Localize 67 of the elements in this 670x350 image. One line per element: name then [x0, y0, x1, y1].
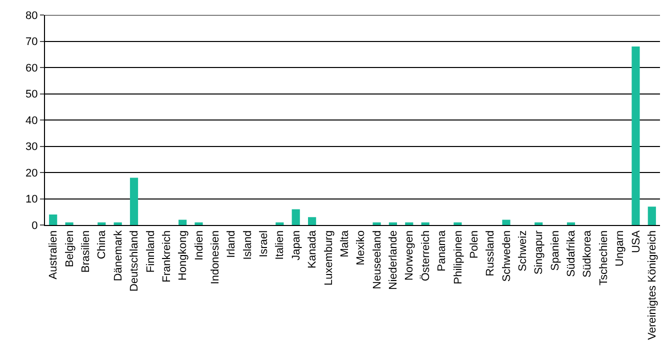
x-tick-label: Tschechien — [598, 230, 610, 286]
x-tick-label: Österreich — [418, 230, 432, 282]
x-tick-label: Panama — [436, 230, 448, 272]
x-tick-label: Schweiz — [517, 230, 530, 272]
x-tick-label: Vereinigtes Königreich — [646, 230, 658, 340]
bar — [276, 222, 284, 225]
x-tick-label: Südafrika — [566, 230, 578, 277]
x-tick-label: Niederlande — [388, 230, 400, 290]
bar — [114, 222, 122, 225]
bar — [566, 222, 576, 225]
x-tick-label: Israel — [258, 230, 270, 258]
x-tick-label: Neuseeland — [371, 230, 384, 290]
x-tick-label: Japan — [290, 230, 302, 260]
x-tick-label: Deutschland — [128, 230, 141, 292]
x-tick-label: Mexiko — [355, 230, 368, 266]
bar — [65, 222, 74, 225]
bar — [648, 206, 656, 225]
y-tick-label: 60 — [26, 62, 38, 74]
x-tick-label: Dänemark — [112, 230, 124, 282]
y-tick-label: 10 — [26, 194, 38, 206]
bar — [405, 222, 414, 225]
x-tick-label: Australien — [48, 230, 60, 280]
bar — [194, 222, 203, 225]
bar — [98, 222, 106, 225]
bar — [502, 220, 510, 225]
bar — [421, 222, 430, 225]
bar — [388, 222, 398, 225]
x-tick-label: USA — [630, 230, 642, 254]
x-tick-label: Brasilien — [80, 230, 92, 273]
x-tick-label: Irland — [226, 230, 238, 258]
x-tick-label: Italien — [274, 230, 286, 260]
y-tick-label: 50 — [26, 88, 38, 101]
x-tick-label: Frankreich — [160, 230, 173, 282]
x-tick-label: Indonesien — [210, 230, 222, 284]
x-tick-label: Malta — [338, 230, 351, 258]
x-tick-label: Polen — [468, 230, 480, 259]
bar — [632, 46, 640, 225]
bar — [292, 209, 300, 225]
x-tick-label: Spanien — [549, 230, 562, 271]
bar — [49, 214, 58, 225]
y-tick-label: 70 — [26, 36, 38, 48]
x-tick-label: Norwegen — [404, 230, 416, 281]
bar — [372, 222, 381, 225]
x-tick-label: Schweden — [500, 230, 513, 282]
x-tick-label: Kanada — [306, 230, 319, 268]
x-tick-label: Island — [242, 230, 254, 260]
x-tick-label: Hongkong — [177, 230, 190, 281]
y-tick-label: 20 — [26, 167, 38, 180]
x-tick-label: Ungarn — [614, 230, 626, 266]
x-tick-label: Philippinen — [452, 230, 464, 284]
x-tick-label: Luxemburg — [322, 230, 335, 286]
x-tick-label: Südkorea — [582, 230, 594, 278]
y-tick-label: 0 — [32, 220, 38, 232]
x-tick-label: Russland — [484, 230, 497, 276]
bar — [534, 222, 543, 225]
y-tick-label: 30 — [26, 141, 38, 154]
bar — [178, 220, 187, 225]
bar — [130, 178, 138, 225]
x-tick-label: China — [96, 230, 108, 260]
x-tick-label: Belgien — [64, 230, 76, 268]
bar — [454, 222, 462, 225]
y-tick-label: 40 — [26, 114, 38, 127]
x-tick-label: Indien — [193, 230, 206, 260]
x-tick-label: Finnland — [144, 230, 157, 273]
bar — [308, 217, 316, 225]
y-tick-label: 80 — [26, 10, 38, 22]
x-tick-label: Singapur — [533, 230, 546, 274]
